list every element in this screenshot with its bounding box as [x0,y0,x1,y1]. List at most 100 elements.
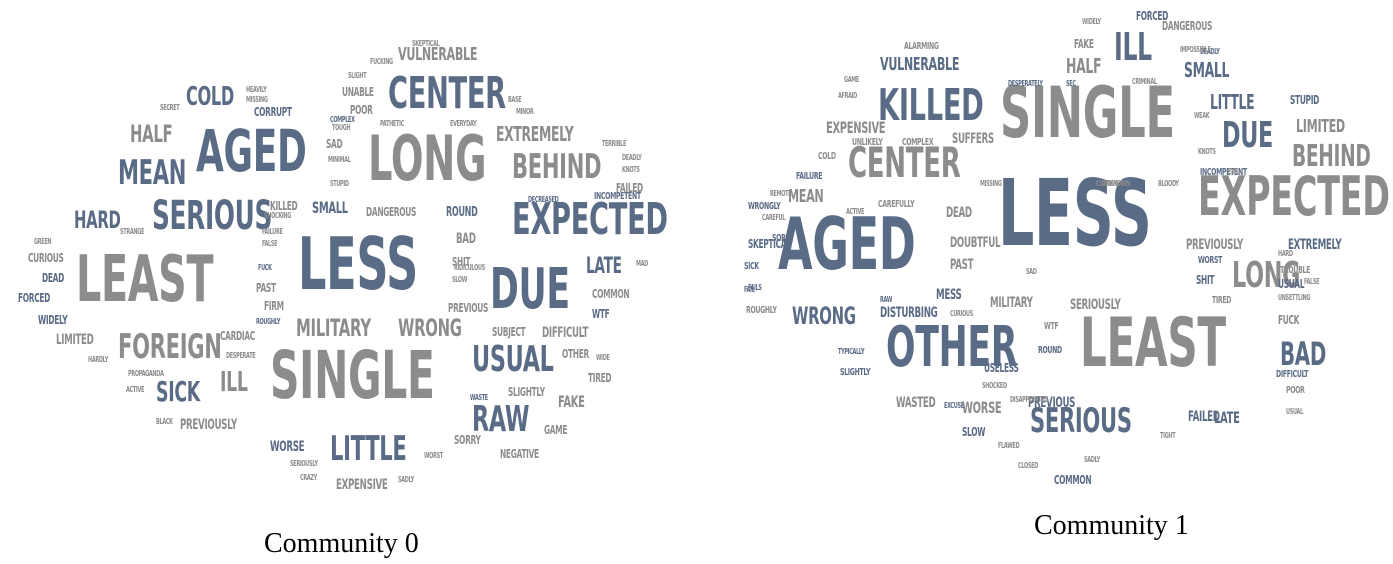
cloud-word: PAST [256,281,276,295]
cloud-word: WRONG [398,314,462,342]
cloud-word: EXPECTED [1198,165,1390,228]
cloud-word: PATHETIC [380,119,404,128]
cloud-word: SKEPTICAL [748,237,791,251]
cloud-word: SLOW [452,275,468,284]
cloud-word: CRIMINAL [1132,77,1157,86]
cloud-word: HALF [130,120,173,148]
cloud-word: SAD [326,137,343,151]
cloud-word: MISSING [246,95,268,104]
cloud-word: FALSE [1304,277,1320,286]
cloud-word: WTF [1044,321,1059,332]
cloud-word: LEAST [1080,304,1226,383]
cloud-word: PREVIOUSLY [180,417,237,433]
cloud-word: ACTIVE [126,385,145,394]
cloud-word: SADLY [1084,455,1100,464]
cloud-word: MINOR [516,107,534,116]
cloud-word: SAD [1026,267,1037,276]
cloud-word: PAST [950,257,974,273]
cloud-word: SICK [744,261,759,272]
cloud-word: COMMON [1054,473,1092,487]
cloud-word: FAILURE [796,171,823,182]
cloud-word: SADLY [398,475,414,484]
cloud-word: FALSE [262,239,278,248]
cloud-word: TIGHT [1160,431,1176,440]
caption-community-1: Community 1 [1034,510,1189,541]
cloud-word: FORCED [18,291,50,305]
cloud-word: COMMON [592,287,630,301]
cloud-word: WORSE [962,398,1002,417]
cloud-word: CORRUPT [254,105,292,119]
cloud-word: LATE [586,254,622,279]
cloud-word: MESS [936,287,962,303]
cloud-word: DEAD [42,271,64,285]
cloud-word: USELESS [984,361,1019,375]
cloud-word: SMALL [1184,58,1230,82]
cloud-word: EXPENSIVE [336,477,388,493]
cloud-word: MAD [636,259,648,268]
cloud-word: SERIOUS [1030,401,1132,441]
cloud-word: KILLED [270,199,298,213]
cloud-word: SORRY [772,233,794,244]
cloud-word: UNKNOWN [1102,179,1130,188]
cloud-word: BLOODY [1158,179,1179,188]
cloud-word: WASTED [896,395,936,411]
cloud-word: GREEN [34,237,52,246]
cloud-word: ROUND [446,205,478,220]
cloud-word: SHIT [452,255,471,269]
cloud-word: SKEPTICAL [412,39,440,48]
cloud-word: MEAN [118,153,187,193]
cloud-word: ROUGHLY [746,305,777,316]
cloud-word: SUBJECT [492,325,526,339]
cloud-word: FAKE [558,392,585,411]
cloud-word: DESPERATE [226,351,256,360]
cloud-word: WIDE [596,353,610,362]
cloud-word: EXPENSIVE [826,118,886,137]
cloud-word: DESPERATELY [1008,79,1043,88]
cloud-word: DUE [490,257,570,322]
cloud-word: STUPID [330,179,349,188]
cloud-word: EXTREMELY [496,122,574,146]
cloud-word: TIRED [588,371,612,385]
cloud-word: BEHIND [512,147,602,187]
cloud-word: UNABLE [342,85,374,99]
cloud-word: STRANGE [120,227,145,236]
cloud-word: DIFFICULT [1276,369,1309,380]
cloud-word: CURIOUS [950,309,973,318]
cloud-word: GAME [844,75,859,84]
cloud-word: SICK [156,375,200,408]
cloud-word: HARD [74,206,121,234]
cloud-word: SLIGHT [348,71,367,80]
cloud-word: SECRET [160,103,180,112]
cloud-word: BEHIND [1292,139,1371,174]
cloud-word: CURIOUS [28,251,64,265]
cloud-word: LATE [1214,408,1240,427]
cloud-word: TIRED [1212,295,1232,306]
cloud-word: FLAWED [998,441,1020,450]
cloud-word: COMPLEX [330,115,355,124]
cloud-word: HALF [1066,54,1102,78]
cloud-word: PREVIOUSLY [1186,237,1243,253]
cloud-word: VULNERABLE [398,44,478,65]
cloud-word: FUCK [1278,313,1300,327]
cloud-word: SLOW [962,425,986,439]
cloud-word: CRAZY [300,473,317,482]
cloud-word: NEGATIVE [500,447,539,461]
cloud-word: TERRIBLE [602,139,627,148]
cloud-word: LEAST [76,243,214,317]
cloud-word: CUTTING [1096,179,1119,188]
cloud-word: DUE [1222,115,1273,156]
cloud-word: FAILED [616,181,643,195]
cloud-word: ROUND [1038,345,1062,356]
cloud-word: SHOCKED [982,381,1007,390]
cloud-word: WASTE [470,393,488,402]
cloud-word: EXPECTED [512,194,668,245]
cloud-word: SERIOUSLY [290,459,318,468]
cloud-word: COMPLEX [902,137,934,148]
cloud-word: STUPID [1290,93,1320,107]
cloud-word: PREVIOUS [1028,395,1076,411]
cloud-word: LIMITED [1296,116,1345,137]
cloud-word: AGED [196,117,307,185]
cloud-word: SLIGHTLY [508,385,545,399]
cloud-word: BASE [508,95,522,104]
cloud-word: POOR [350,103,373,117]
